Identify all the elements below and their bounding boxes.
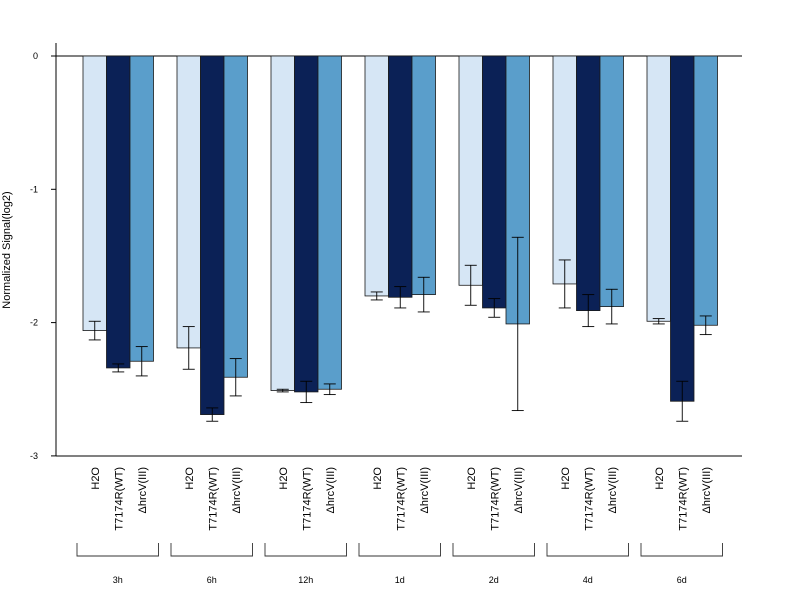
x-tick-label: H2O bbox=[560, 467, 572, 490]
x-tick-label: ΔhrcV(III) bbox=[419, 467, 431, 513]
x-tick-label: ΔhrcV(III) bbox=[701, 467, 713, 513]
x-tick-label: H2O bbox=[184, 467, 196, 490]
x-tick-label: T7174R(WT) bbox=[113, 467, 125, 531]
x-tick-label: H2O bbox=[654, 467, 666, 490]
group-bracket bbox=[76, 543, 159, 557]
group-label: 4d bbox=[583, 575, 593, 585]
group-label: 12h bbox=[298, 575, 313, 585]
x-tick-label: T7174R(WT) bbox=[395, 467, 407, 531]
group-bracket bbox=[452, 543, 535, 557]
group-bracket bbox=[358, 543, 441, 557]
group-label: 2d bbox=[489, 575, 499, 585]
x-tick-label: ΔhrcV(III) bbox=[137, 467, 149, 513]
x-tick-label: ΔhrcV(III) bbox=[325, 467, 337, 513]
bar bbox=[270, 55, 295, 391]
x-tick-label: ΔhrcV(III) bbox=[513, 467, 525, 513]
group-label: 1d bbox=[395, 575, 405, 585]
bar bbox=[411, 55, 436, 296]
bar bbox=[693, 55, 718, 326]
x-tick-label: T7174R(WT) bbox=[207, 467, 219, 531]
bar bbox=[200, 55, 225, 415]
group-bracket bbox=[264, 543, 347, 557]
y-tick-label: -1 bbox=[30, 184, 38, 194]
group-label: 6d bbox=[677, 575, 687, 585]
y-tick-label: -2 bbox=[30, 318, 38, 328]
bar bbox=[364, 55, 389, 297]
bar bbox=[317, 55, 342, 390]
y-tick-label: -3 bbox=[30, 451, 38, 461]
x-tick-label: H2O bbox=[372, 467, 384, 490]
y-axis-label: Normalized Signal(log2) bbox=[1, 191, 13, 308]
error-bars bbox=[88, 236, 712, 422]
bar bbox=[223, 55, 248, 378]
x-tick-label: H2O bbox=[90, 467, 102, 490]
group-bracket bbox=[546, 543, 629, 557]
group-label: 3h bbox=[113, 575, 123, 585]
bars bbox=[82, 55, 718, 415]
bar bbox=[176, 55, 201, 349]
bar bbox=[646, 55, 671, 322]
bar bbox=[294, 55, 319, 393]
bar bbox=[599, 55, 624, 308]
group-brackets: 3h 6h 12h 1d 2d 4d 6d bbox=[76, 543, 723, 585]
x-tick-label: T7174R(WT) bbox=[489, 467, 501, 531]
x-tick-label: ΔhrcV(III) bbox=[607, 467, 619, 513]
bar bbox=[576, 55, 601, 312]
x-tick-label: T7174R(WT) bbox=[583, 467, 595, 531]
bar bbox=[552, 55, 577, 285]
x-tick-label: H2O bbox=[466, 467, 478, 490]
bar bbox=[670, 55, 695, 402]
bar bbox=[388, 55, 413, 298]
bar bbox=[458, 55, 483, 286]
y-tick-label: 0 bbox=[33, 51, 38, 61]
bar bbox=[106, 55, 131, 369]
group-bracket bbox=[170, 543, 253, 557]
bar bbox=[129, 55, 154, 362]
x-tick-label: T7174R(WT) bbox=[677, 467, 689, 531]
x-tick-label: T7174R(WT) bbox=[301, 467, 313, 531]
group-label: 6h bbox=[207, 575, 217, 585]
x-tick-label: ΔhrcV(III) bbox=[231, 467, 243, 513]
group-bracket bbox=[640, 543, 723, 557]
bar bbox=[482, 55, 507, 309]
bar bbox=[82, 55, 107, 331]
x-tick-labels: H2O T7174R(WT) ΔhrcV(III) H2O T7174R(WT) Δhrc… bbox=[90, 467, 713, 531]
x-tick-label: H2O bbox=[278, 467, 290, 490]
